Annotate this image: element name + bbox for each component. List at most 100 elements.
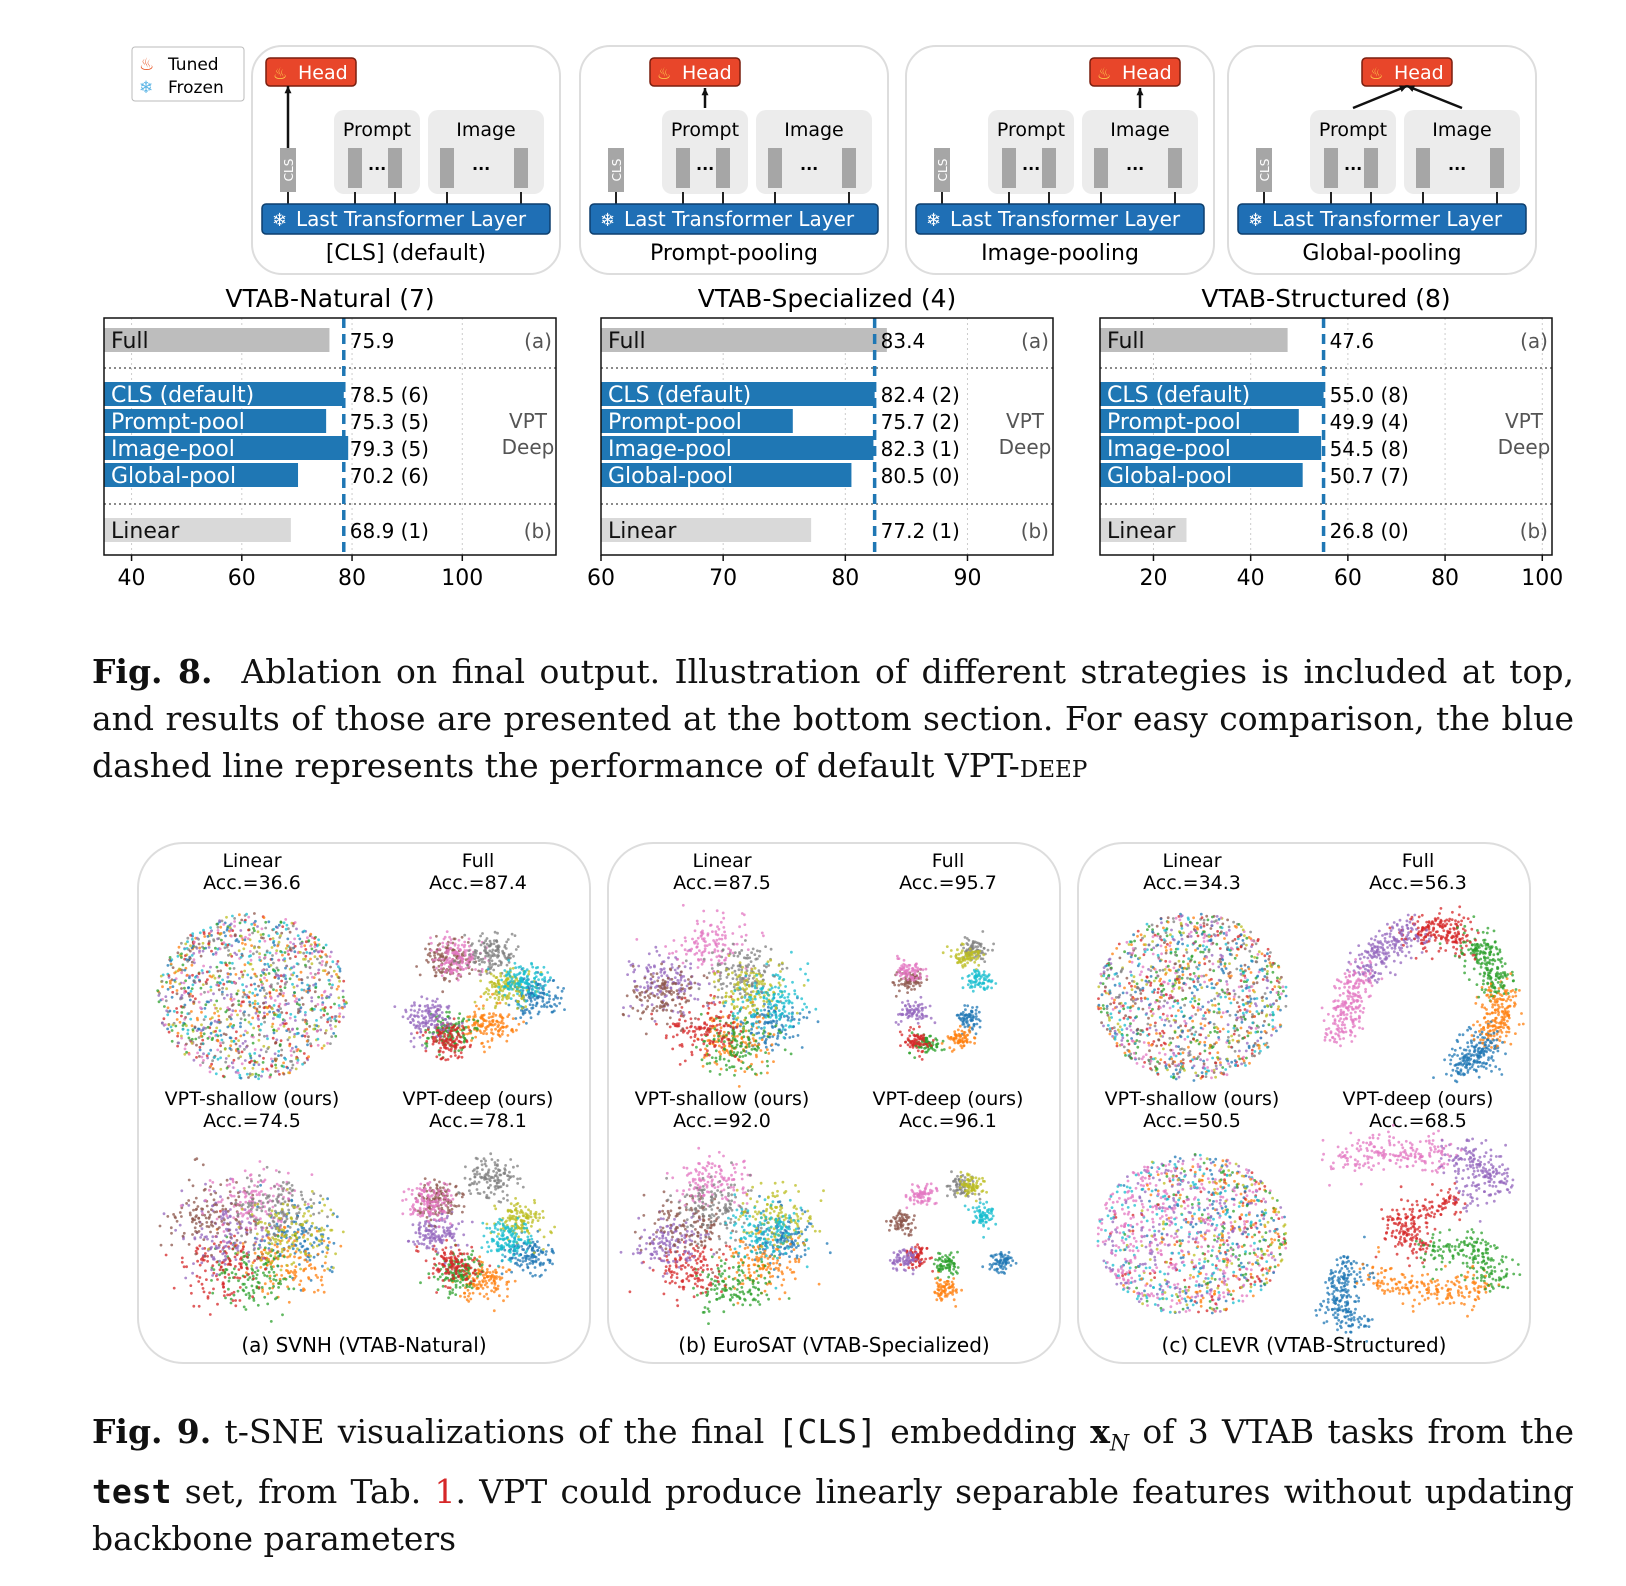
tsne-point <box>260 1239 264 1243</box>
tsne-point <box>250 944 254 947</box>
tsne-point <box>249 962 253 966</box>
tsne-point <box>187 1243 191 1246</box>
tsne-point <box>221 1252 225 1256</box>
tsne-point <box>312 1212 315 1216</box>
tsne-point <box>487 1279 491 1282</box>
tsne-point <box>448 1290 452 1294</box>
tsne-point <box>326 1018 330 1021</box>
tsne-point <box>218 932 222 936</box>
tsne-point <box>414 1024 418 1028</box>
tsne-point <box>221 1283 225 1286</box>
tsne-point <box>217 1014 221 1018</box>
tsne-point <box>244 1039 247 1043</box>
tsne-point <box>239 1017 243 1021</box>
tsne-point <box>180 1189 184 1193</box>
tsne-point <box>186 936 190 940</box>
tsne-point <box>196 1018 200 1022</box>
tsne-point <box>318 978 321 982</box>
tsne-point <box>334 1252 337 1256</box>
tsne-point <box>526 1266 530 1270</box>
tsne-point <box>200 1282 204 1286</box>
tsne-point <box>263 1034 266 1038</box>
tsne-point <box>426 960 430 964</box>
tsne-point <box>273 943 276 947</box>
tsne-point <box>211 1291 215 1295</box>
tsne-point <box>552 1251 555 1255</box>
tsne-point <box>199 1034 203 1038</box>
tsne-point <box>177 1041 181 1045</box>
tsne-point <box>324 1031 327 1035</box>
tsne-point <box>298 1263 301 1266</box>
tsne-point <box>325 1251 329 1255</box>
tsne-point <box>481 957 485 961</box>
tsne-point <box>552 979 556 982</box>
tsne-point <box>286 937 290 941</box>
tsne-point <box>442 1209 446 1213</box>
tsne-point <box>513 984 517 988</box>
tsne-point <box>515 1261 518 1265</box>
tsne-point <box>303 944 307 948</box>
tsne-point <box>545 1250 548 1253</box>
tsne-point <box>521 1256 525 1260</box>
tsne-point <box>322 1228 326 1232</box>
tsne-point <box>322 990 326 994</box>
tsne-point <box>475 1026 479 1030</box>
head-label: Head <box>1394 62 1444 84</box>
head-label: Head <box>682 62 732 84</box>
chart-title: VTAB-Natural (7) <box>225 284 434 313</box>
tsne-point <box>287 1199 291 1203</box>
tsne-point <box>422 1242 426 1246</box>
bar-category: Full <box>608 329 646 354</box>
tsne-point <box>449 1260 453 1264</box>
tsne-point <box>438 1053 441 1057</box>
tsne-point <box>441 1022 445 1025</box>
tsne-point <box>232 1058 236 1062</box>
bar-category: Prompt-pool <box>1107 410 1241 435</box>
tsne-point <box>499 1026 503 1030</box>
tsne-point <box>211 1235 215 1239</box>
tsne-point <box>184 942 188 946</box>
tsne-point <box>506 1034 510 1037</box>
tsne-point <box>233 951 237 955</box>
tsne-point <box>290 1060 294 1063</box>
tsne-point <box>462 1252 466 1256</box>
tsne-point <box>212 1271 216 1275</box>
tsne-point <box>560 989 564 993</box>
tsne-point <box>311 1246 315 1249</box>
tsne-point <box>259 974 263 977</box>
token <box>1168 148 1182 188</box>
tsne-point <box>248 1294 252 1298</box>
tsne-point <box>209 926 213 929</box>
tsne-point <box>210 1268 214 1272</box>
tsne-point <box>235 1218 239 1222</box>
tsne-point <box>256 993 259 997</box>
tsne-point <box>480 1159 483 1163</box>
tsne-point <box>210 1253 213 1257</box>
arrow-head <box>1136 88 1144 96</box>
tsne-point <box>307 959 310 963</box>
tsne-point <box>251 1016 255 1020</box>
tsne-point <box>510 1028 514 1032</box>
tsne-point <box>274 925 278 929</box>
tsne-point <box>258 1246 262 1249</box>
tsne-point <box>215 1247 218 1250</box>
tsne-point <box>228 1047 232 1050</box>
tsne-point <box>479 970 482 973</box>
tsne-point <box>491 1270 495 1274</box>
tsne-point <box>476 1191 480 1195</box>
tsne-point <box>328 955 332 958</box>
tsne-point <box>531 984 534 988</box>
tsne-point <box>279 1268 283 1272</box>
tsne-point <box>525 1021 528 1025</box>
tsne-point <box>293 1032 297 1036</box>
tsne-point <box>216 1231 220 1235</box>
tsne-point <box>445 942 449 945</box>
tsne-point <box>198 1263 202 1267</box>
tsne-point <box>266 1047 270 1050</box>
tsne-point <box>494 1013 498 1017</box>
tsne-point <box>256 1269 260 1272</box>
tsne-point <box>306 976 309 979</box>
tsne-point <box>531 988 535 991</box>
tsne-point <box>231 1180 235 1184</box>
tsne-point <box>470 1253 473 1257</box>
